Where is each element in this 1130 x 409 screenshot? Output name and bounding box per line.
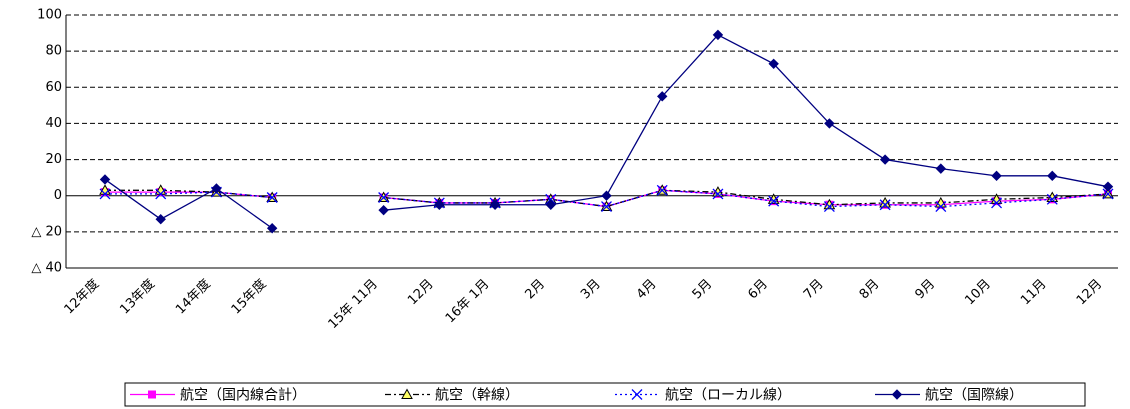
marker	[434, 199, 445, 210]
y-tick-label: 100	[37, 8, 62, 23]
x-tick-label: 12月	[1074, 277, 1105, 308]
marker	[1046, 193, 1058, 205]
x-tick-label: 2月	[522, 277, 548, 303]
x-tick-label: 14年度	[172, 276, 213, 317]
marker	[991, 170, 1002, 182]
legend-label: 航空（ローカル線）	[665, 388, 791, 404]
x-tick-label: 15年 11月	[326, 277, 381, 332]
x-tick-label: 8月	[857, 277, 883, 303]
marker	[935, 201, 947, 213]
legend-marker	[891, 389, 903, 400]
marker	[601, 201, 612, 213]
y-tick-label: △ 20	[31, 224, 62, 239]
marker	[1047, 170, 1058, 182]
x-tick-label: 9月	[912, 277, 938, 303]
legend-marker	[631, 389, 643, 400]
legend-label: 航空（国際線）	[925, 388, 1023, 404]
x-tick-label: 3月	[578, 277, 604, 303]
y-tick-label: 0	[54, 188, 62, 203]
marker	[879, 154, 891, 165]
marker	[211, 183, 222, 194]
marker	[99, 174, 111, 185]
y-tick-label: 80	[45, 44, 62, 59]
marker	[656, 184, 668, 196]
marker	[601, 190, 612, 201]
marker	[657, 91, 668, 102]
marker	[489, 199, 501, 210]
x-tick-label: 4月	[634, 277, 660, 303]
marker	[155, 188, 167, 200]
series-line	[104, 34, 1109, 229]
marker	[545, 199, 556, 210]
marker	[935, 163, 947, 174]
x-tick-label: 11月	[1018, 277, 1049, 308]
marker	[378, 204, 389, 216]
marker	[155, 213, 166, 225]
legend-marker	[148, 390, 156, 399]
marker	[712, 29, 724, 41]
marker	[266, 223, 278, 234]
x-tick-label: 15年度	[228, 276, 269, 317]
x-tick-label: 10月	[962, 277, 993, 308]
x-tick-label: 6月	[745, 277, 771, 303]
marker	[99, 188, 111, 200]
x-tick-label: 16年 1月	[443, 277, 492, 326]
marker	[879, 199, 891, 211]
x-tick-label: 7月	[801, 277, 827, 303]
x-tick-label: 5月	[690, 277, 716, 303]
x-tick-label: 12月	[405, 277, 436, 308]
legend-marker	[401, 388, 413, 399]
y-tick-label: 40	[45, 116, 62, 131]
marker	[823, 201, 835, 213]
legend-label: 航空（国内線合計）	[180, 388, 306, 404]
legend-box	[124, 382, 1086, 407]
marker	[378, 192, 390, 203]
marker	[768, 195, 780, 207]
marker	[545, 193, 557, 205]
y-tick-label: 60	[45, 80, 62, 95]
marker	[712, 188, 724, 200]
y-tick-label: 20	[45, 152, 62, 167]
series-line	[105, 189, 1109, 208]
legend-label: 航空（幹線）	[435, 387, 519, 404]
marker	[1102, 181, 1114, 192]
marker	[824, 118, 835, 129]
marker	[991, 197, 1003, 209]
x-tick-label: 12年度	[61, 276, 102, 317]
marker	[1102, 188, 1114, 200]
marker	[266, 192, 278, 203]
marker	[768, 58, 779, 70]
y-tick-label: △ 40	[31, 261, 62, 276]
x-tick-label: 13年度	[117, 276, 158, 317]
